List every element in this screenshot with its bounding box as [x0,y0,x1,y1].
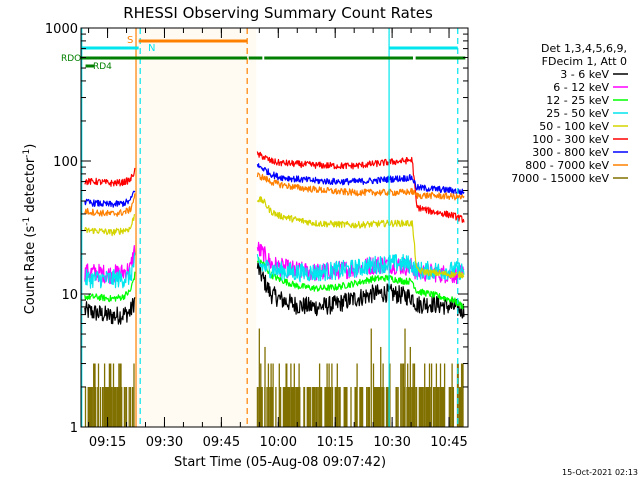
y-label-sup1: -1 [22,217,32,226]
legend-label-1: 6 - 12 keV [553,81,609,94]
data-gap-region [136,28,257,427]
y-label-sup2: -1 [22,149,32,158]
x-tick-label: 10:45 [430,435,467,450]
series-6 [84,163,465,208]
flag-label-s: S [127,35,133,46]
y-label-mid: detector [23,157,38,217]
series-6-trace-1 [256,163,465,196]
y-label-main: Count Rate (s [23,226,38,315]
flag-label-n: N [148,43,155,54]
x-tick-label: 10:00 [260,435,297,450]
legend-label-0: 3 - 6 keV [560,68,609,81]
plot-frame [80,27,469,428]
series-5-trace-0 [84,167,136,187]
series-7 [84,172,465,217]
y-axis-label: Count Rate (s-1 detector-1) [22,144,38,315]
series-2-trace-0 [84,271,136,303]
timestamp: 15-Oct-2021 02:13 [562,468,638,477]
legend-header-line: FDecim 1, Att 0 [542,55,627,68]
x-tick-label: 09:45 [203,435,240,450]
chart-title: RHESSI Observing Summary Count Rates [123,4,433,22]
legend-label-8: 7000 - 15000 keV [511,172,609,185]
series-7-trace-0 [84,193,136,217]
legend-label-4: 50 - 100 keV [539,120,609,133]
x-tick-label: 09:15 [89,435,126,450]
series-6-trace-0 [84,190,136,208]
legend-label-7: 800 - 7000 keV [525,159,609,172]
series-0 [84,261,465,325]
y-label-end: ) [23,144,38,149]
series-8-trace-0 [84,363,135,427]
series-8 [84,328,464,427]
series-1-trace-1 [256,241,465,285]
series-8-trace-1 [256,363,464,427]
series-4-trace-0 [84,213,136,237]
series-3-trace-1 [256,254,465,283]
series-2-trace-1 [256,257,465,310]
x-tick-label: 10:30 [373,435,410,450]
series-2 [84,257,465,310]
legend-label-3: 25 - 50 keV [546,107,609,120]
flag-label-rdo: RDO [61,54,81,64]
flag-label-rd4: RD4 [93,62,112,72]
x-tick-label: 10:15 [316,435,353,450]
series-4 [84,196,465,279]
series-0-trace-1 [256,261,465,319]
legend-label-5: 100 - 300 keV [532,133,609,146]
series-7-trace-1 [256,172,465,201]
series-4-trace-1 [256,196,465,279]
legend-header-line: Det 1,3,4,5,6,9, [541,42,627,55]
y-tick-label: 1000 [45,22,78,37]
series-5 [84,151,465,223]
legend-label-6: 300 - 800 keV [532,146,609,159]
legend-label-2: 12 - 25 keV [546,94,609,107]
y-tick-label: 1 [70,421,78,436]
series-3 [84,252,465,289]
x-tick-label: 09:30 [146,435,183,450]
x-axis-label: Start Time (05-Aug-08 09:07:42) [174,455,386,470]
y-tick-label: 10 [61,288,78,303]
series-0-trace-0 [84,297,136,325]
series-5-trace-1 [256,151,465,223]
y-tick-label: 100 [53,155,78,170]
series-3-trace-0 [84,252,136,289]
